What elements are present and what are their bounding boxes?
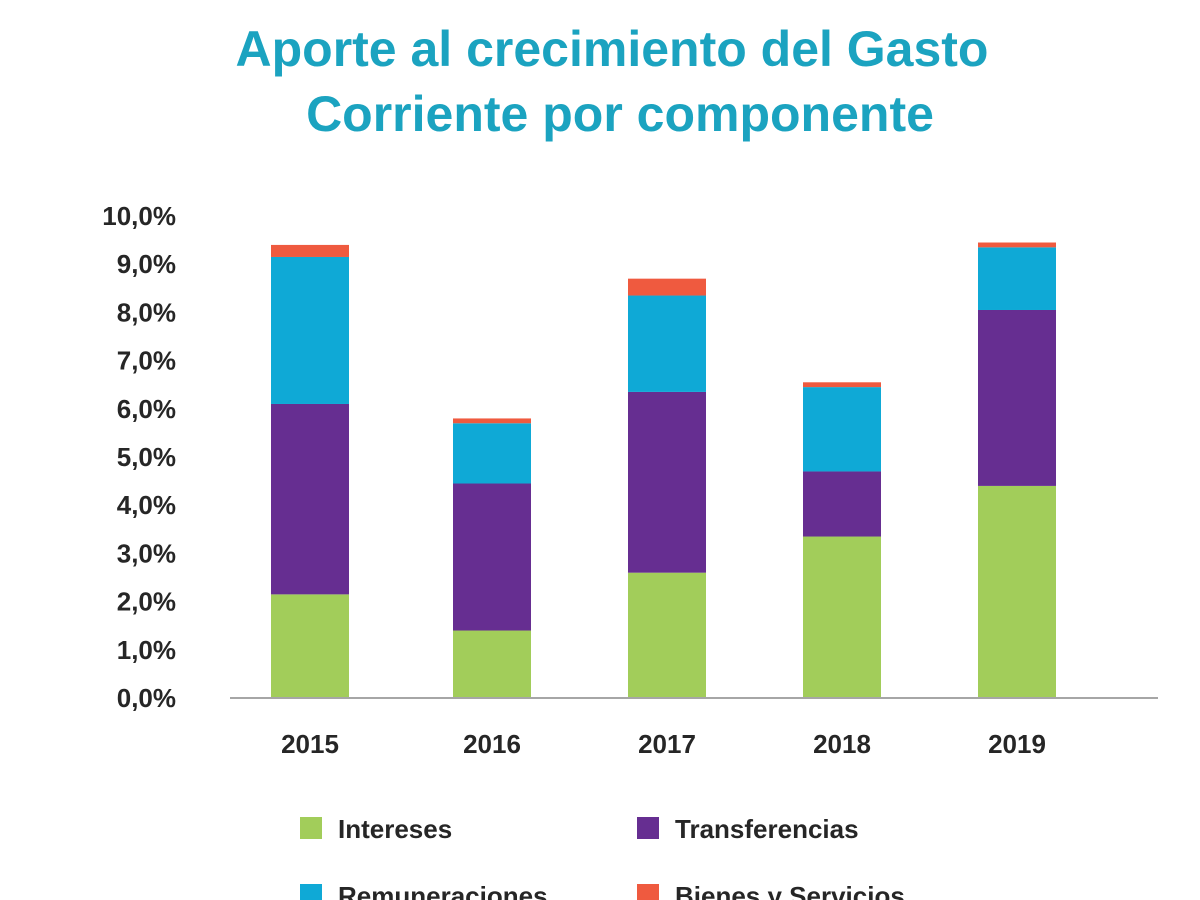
x-tick-label: 2017 [638,729,696,759]
y-tick-label: 5,0% [117,442,176,472]
bar-bienes-y-servicios [803,382,881,388]
chart-title-line-1: Aporte al crecimiento del Gasto [236,21,989,77]
y-tick-label: 9,0% [117,249,176,279]
legend-item: Transferencias [637,814,859,844]
bar-bienes-y-servicios [271,244,349,257]
legend-label: Transferencias [675,814,859,844]
legend-swatch [300,817,322,839]
legend-label: Bienes y Servicios [675,881,905,900]
y-tick-label: 0,0% [117,683,176,713]
x-axis: 2015 2016 2017 2018 2019 [230,697,1158,759]
y-tick-label: 6,0% [117,394,176,424]
bar-remuneraciones [271,256,349,404]
bar-transferencias [978,309,1056,486]
bar-transferencias [271,403,349,595]
legend-item: Remuneraciones [300,881,548,900]
bar-bienes-y-servicios [453,418,531,424]
bar-remuneraciones [453,423,531,484]
y-axis: 0,0% 1,0% 2,0% 3,0% 4,0% 5,0% 6,0% 7,0% 8,0% 9,0%… [102,201,176,713]
bar-bienes-y-servicios [978,242,1056,248]
x-tick-label: 2015 [281,729,339,759]
bar-intereses [978,485,1056,698]
legend-label: Intereses [338,814,452,844]
legend: Intereses Transferencias Remuneraciones Bie… [300,814,905,900]
legend-item: Bienes y Servicios [637,881,905,900]
x-tick-label: 2018 [813,729,871,759]
legend-swatch [637,817,659,839]
chart-title: Aporte al crecimiento del Gasto Corrient… [236,21,989,142]
legend-item: Intereses [300,814,452,844]
y-tick-label: 2,0% [117,587,176,617]
bar-remuneraciones [628,295,706,392]
bar-transferencias [628,391,706,573]
x-tick-label: 2019 [988,729,1046,759]
bar-bienes-y-servicios [628,278,706,296]
bar-intereses [803,536,881,698]
legend-label: Remuneraciones [338,881,548,900]
bar-intereses [628,572,706,698]
bar-transferencias [453,483,531,631]
bar-intereses [271,594,349,698]
legend-swatch [637,884,659,900]
bar-intereses [453,630,531,698]
y-tick-label: 8,0% [117,297,176,327]
y-tick-label: 3,0% [117,538,176,568]
x-tick-label: 2016 [463,729,521,759]
bars [271,242,1056,698]
bar-transferencias [803,471,881,537]
y-tick-label: 4,0% [117,490,176,520]
bar-remuneraciones [803,387,881,472]
y-tick-label: 10,0% [102,201,176,231]
y-tick-label: 1,0% [117,635,176,665]
chart-title-line-2: Corriente por componente [306,86,934,142]
bar-remuneraciones [978,247,1056,310]
y-tick-label: 7,0% [117,346,176,376]
legend-swatch [300,884,322,900]
